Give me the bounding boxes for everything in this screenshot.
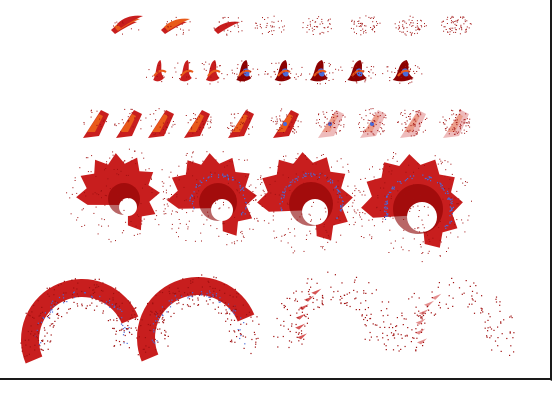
- arrowhead-9: [397, 109, 428, 138]
- arc-fan-4: [393, 277, 515, 356]
- arrowhead-10: [439, 109, 471, 138]
- curl-8: [382, 60, 423, 85]
- wisp-8: [441, 15, 472, 35]
- spiral-fan-1: [66, 148, 169, 243]
- image-frame: [550, 0, 552, 381]
- arrowhead-2: [114, 108, 142, 138]
- arrowhead-3: [145, 108, 176, 138]
- wisp-6: [350, 15, 381, 36]
- bottom-border: [0, 378, 552, 380]
- curl-4: [226, 60, 260, 83]
- arc-fan-2: [136, 274, 260, 362]
- arrowhead-6: [270, 108, 302, 138]
- arrowhead-7: [315, 110, 346, 138]
- wisp-2: [161, 16, 191, 36]
- curl-5: [264, 60, 299, 85]
- wisp-7: [394, 15, 427, 36]
- curl-2: [172, 60, 197, 85]
- arrowhead-4: [184, 110, 212, 138]
- wisp-4: [254, 15, 285, 35]
- curl-6: [300, 60, 337, 85]
- spiral-fan-3: [250, 152, 363, 254]
- arc-fan-1: [20, 278, 144, 364]
- curl-7: [338, 60, 376, 84]
- wisp-5: [302, 16, 332, 35]
- arrowhead-8: [358, 108, 387, 138]
- curl-1: [146, 60, 167, 83]
- curl-3: [201, 60, 225, 85]
- spiral-fan-4: [352, 152, 472, 263]
- arrowhead-1: [83, 109, 109, 138]
- arrowhead-5: [227, 109, 254, 138]
- wisp-1: [111, 15, 143, 35]
- wisp-3: [213, 16, 243, 36]
- spiral-fan-2: [162, 151, 264, 246]
- arc-fan-3: [273, 271, 395, 351]
